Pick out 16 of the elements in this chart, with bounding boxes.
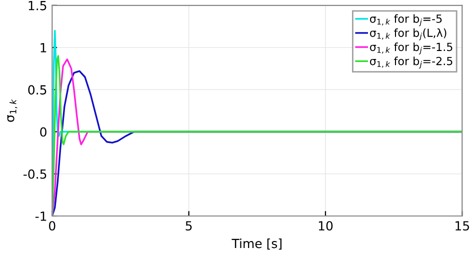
y-tick-label: 0 [40, 127, 46, 137]
x-tick-label: 10 [318, 221, 333, 231]
x-tick-label: 5 [186, 221, 192, 231]
y-tick-label: 0.5 [28, 85, 46, 95]
y-tick-label: -1 [35, 212, 46, 221]
x-axis-title: Time [s] [232, 238, 282, 250]
x-tick-label: 15 [456, 221, 470, 231]
legend-label: σ$_{1,k}$ for b$_{j}$(L,λ) [370, 28, 446, 40]
y-axis-title: σ$_{1,k}$ [7, 99, 18, 122]
y-tick-label: -0.5 [24, 169, 46, 179]
y-tick-label: 1 [40, 43, 46, 52]
x-tick-label: 0 [48, 221, 56, 231]
legend-label: σ$_{1,k}$ for b$_{j}$=-5 [370, 14, 442, 26]
legend-label: σ$_{1,k}$ for b$_{j}$=-1.5 [370, 42, 452, 54]
legend-label: σ$_{1,k}$ for b$_{j}$=-2.5 [370, 56, 452, 69]
y-tick-label: 1.5 [28, 1, 46, 10]
